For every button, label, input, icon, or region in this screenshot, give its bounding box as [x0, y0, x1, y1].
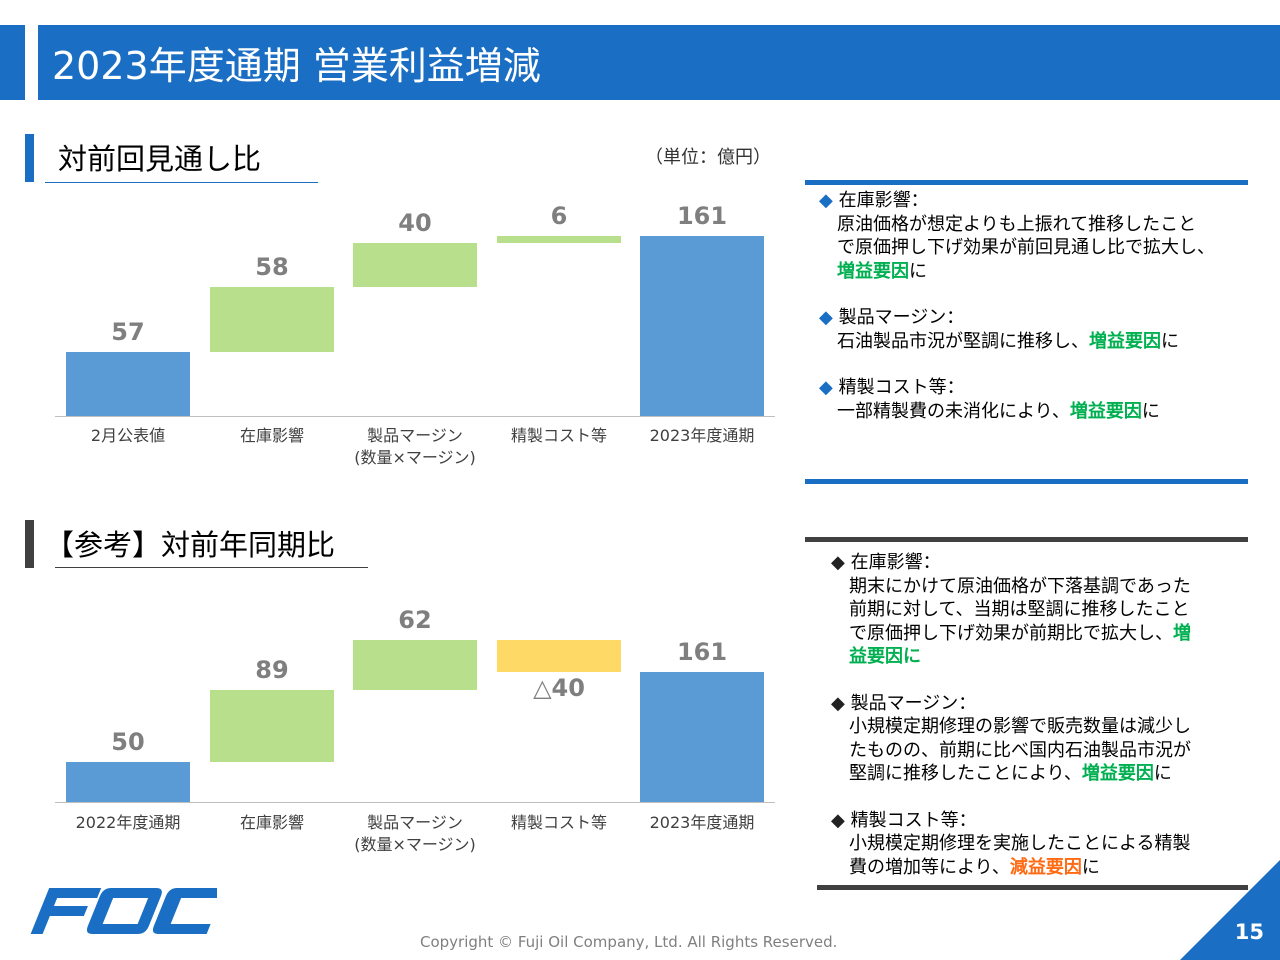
- note-heading: ◆ 在庫影響：: [831, 552, 941, 573]
- bar-1: [210, 689, 334, 762]
- note-line: 一部精製費の未消化により、増益要因に: [837, 400, 1160, 422]
- bar-3: [497, 639, 621, 672]
- category-label-3: 精製コスト等: [510, 813, 607, 832]
- note-line: で原価押し下げ効果が前期比で拡大し、増: [849, 622, 1191, 644]
- data-label-0: 50: [111, 727, 145, 756]
- note-line: 堅調に推移したことにより、増益要因に: [849, 763, 1172, 784]
- bar-1: [210, 287, 334, 353]
- section1-title: 対前回見通し比: [58, 142, 262, 176]
- foc-logo: [30, 888, 217, 934]
- category-label-2: 製品マージン (数量×マージン): [354, 813, 476, 854]
- box-top-rule: [805, 180, 1248, 185]
- category-label-0: 2月公表値: [90, 426, 166, 445]
- note-line: 前期に対して、当期は堅調に推移したこと: [849, 599, 1190, 620]
- section1-underline: [45, 182, 318, 183]
- unit-label: （単位：億円）: [645, 147, 771, 168]
- category-label-4: 2023年度通期: [649, 426, 755, 445]
- bar-3: [497, 236, 621, 243]
- note-line: 増益要因に: [837, 260, 927, 282]
- note-line: で原価押し下げ効果が前回見通し比で拡大し、: [837, 237, 1215, 258]
- page-number: 15: [1234, 920, 1264, 944]
- note-item: ◆ 製品マージン： 小規模定期修理の影響で販売数量は減少し たものの、前期に比べ国内…: [831, 692, 1191, 786]
- category-label-0: 2022年度通期: [75, 813, 181, 832]
- data-label-3: 6: [550, 202, 568, 230]
- header-accent: [0, 25, 25, 100]
- data-label-1: 89: [255, 655, 289, 684]
- data-label-0: 57: [111, 318, 145, 347]
- section2-underline: [55, 567, 368, 568]
- category-label-4: 2023年度通期: [649, 813, 755, 832]
- note-line: 石油製品市況が堅調に推移し、増益要因に: [837, 330, 1179, 352]
- note-item: ◆ 在庫影響： 期末にかけて原油価格が下落基調であった 前期に対して、当期は堅調に推…: [831, 551, 1191, 669]
- copyright: Copyright © Fuji Oil Company, Ltd. All R…: [420, 933, 838, 951]
- bar-2: [353, 242, 477, 288]
- note-line: 益要因に: [849, 646, 921, 667]
- note-heading: ◆ 精製コスト等：: [831, 809, 977, 831]
- data-label-4: 161: [676, 202, 728, 230]
- box-bottom-rule: [817, 885, 1248, 890]
- note-line: 原油価格が想定よりも上振れて推移したこと: [837, 213, 1197, 235]
- data-label-2: 40: [398, 208, 432, 237]
- data-label-1: 58: [255, 253, 289, 282]
- note-item: ◆ 精製コスト等： 一部精製費の未消化により、増益要因に: [819, 376, 1160, 423]
- bar-4: [640, 672, 764, 802]
- note-item: ◆ 在庫影響： 原油価格が想定よりも上振れて推移したこと で原価押し下げ効果が前回見…: [819, 189, 1215, 283]
- box-bottom-rule: [805, 479, 1248, 484]
- note-heading: ◆ 製品マージン：: [819, 307, 965, 328]
- x-axis: [55, 802, 775, 803]
- bar-0: [66, 352, 190, 416]
- category-label-2: 製品マージン (数量×マージン): [354, 426, 476, 467]
- note-item: ◆ 精製コスト等： 小規模定期修理を実施したことによる精製 費の増加等により、減益要…: [831, 809, 1190, 880]
- note-heading: ◆ 在庫影響：: [819, 190, 929, 211]
- data-label-3: △40: [533, 674, 585, 702]
- page-corner-decoration: [1180, 860, 1280, 960]
- section1-marker: [25, 134, 34, 182]
- category-label-1: 在庫影響: [239, 813, 304, 832]
- bar-0: [66, 761, 190, 802]
- note-line: 小規模定期修理の影響で販売数量は減少し: [849, 716, 1191, 737]
- section2-marker: [25, 520, 34, 568]
- waterfall-chart-vs-previous-forecast: 57 2月公表値 58 在庫影響 40 製品マージン (数量×マージン) 6 精製コスト等 161…: [55, 0, 775, 480]
- data-label-2: 62: [398, 605, 432, 634]
- note-line: 期末にかけて原油価格が下落基調であった: [849, 575, 1191, 597]
- notes-box-previous-forecast: ◆ 在庫影響： 原油価格が想定よりも上振れて推移したこと で原価押し下げ効果が前回見…: [805, 180, 1248, 485]
- note-line: 小規模定期修理を実施したことによる精製: [849, 833, 1191, 854]
- note-item: ◆ 製品マージン： 石油製品市況が堅調に推移し、増益要因に: [819, 306, 1179, 353]
- bar-2: [353, 639, 477, 690]
- category-label-3: 精製コスト等: [510, 426, 607, 445]
- x-axis: [55, 416, 775, 417]
- section2-title: 【参考】対前年同期比: [45, 528, 336, 562]
- data-label-4: 161: [676, 638, 728, 666]
- waterfall-chart-vs-previous-year: 50 2022年度通期 89 在庫影響 62 製品マージン (数量×マージン) △40 精製コス…: [55, 0, 775, 870]
- box-top-rule: [805, 537, 1248, 542]
- note-line: 費の増加等により、減益要因に: [849, 856, 1100, 878]
- notes-box-previous-year: ◆ 在庫影響： 期末にかけて原油価格が下落基調であった 前期に対して、当期は堅調に推…: [805, 537, 1248, 892]
- page-title: 2023年度通期 営業利益増減: [38, 25, 1280, 100]
- bar-4: [640, 236, 764, 416]
- note-heading: ◆ 精製コスト等：: [819, 377, 965, 398]
- note-line: たものの、前期に比べ国内石油製品市況が: [849, 739, 1191, 761]
- note-heading: ◆ 製品マージン：: [831, 692, 977, 714]
- category-label-1: 在庫影響: [239, 426, 304, 445]
